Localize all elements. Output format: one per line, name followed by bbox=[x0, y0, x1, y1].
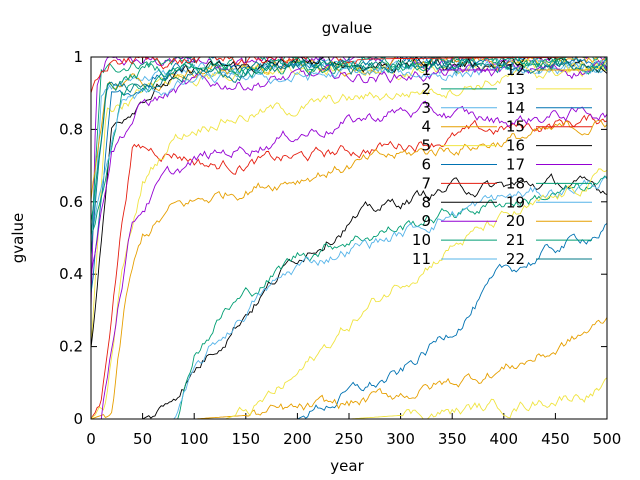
chart-title: gvalue bbox=[322, 19, 373, 37]
legend-label-21: 21 bbox=[506, 231, 525, 249]
legend-label-16: 16 bbox=[506, 137, 525, 155]
x-axis-label: year bbox=[330, 457, 364, 475]
series-line-12 bbox=[90, 119, 608, 420]
legend-label-11: 11 bbox=[412, 250, 431, 268]
x-tick-label: 450 bbox=[541, 430, 570, 448]
legend-label-5: 5 bbox=[421, 137, 431, 155]
legend-label-6: 6 bbox=[421, 156, 431, 174]
x-tick-label: 150 bbox=[231, 430, 260, 448]
y-tick-label: 0.4 bbox=[59, 265, 83, 283]
legend-label-9: 9 bbox=[421, 212, 431, 230]
unlabeled-line-22 bbox=[91, 168, 608, 420]
y-tick-label: 0.8 bbox=[59, 120, 83, 138]
legend-label-12: 12 bbox=[506, 61, 525, 79]
series-line-13 bbox=[90, 59, 608, 420]
legend-label-2: 2 bbox=[421, 80, 431, 98]
series-line-11 bbox=[90, 58, 608, 242]
legend-label-1: 1 bbox=[421, 61, 431, 79]
series-line-3 bbox=[90, 56, 608, 258]
x-tick-label: 300 bbox=[386, 430, 415, 448]
x-tick-label: 400 bbox=[489, 430, 518, 448]
x-tick-label: 100 bbox=[180, 430, 209, 448]
legend-label-18: 18 bbox=[506, 174, 525, 192]
legend-label-10: 10 bbox=[412, 231, 431, 249]
x-tick-label: 250 bbox=[335, 430, 364, 448]
y-tick-label: 0.2 bbox=[59, 338, 83, 356]
series-line-15 bbox=[90, 56, 607, 94]
series-line-19 bbox=[91, 175, 608, 420]
legend-label-14: 14 bbox=[506, 99, 525, 117]
legend-label-13: 13 bbox=[506, 80, 525, 98]
legend-label-19: 19 bbox=[506, 193, 525, 211]
legend-label-8: 8 bbox=[421, 193, 431, 211]
y-tick-label: 0.6 bbox=[59, 193, 83, 211]
y-tick-label: 0 bbox=[73, 410, 83, 428]
series-lines bbox=[90, 55, 608, 420]
legend-label-17: 17 bbox=[506, 156, 525, 174]
x-tick-label: 50 bbox=[133, 430, 152, 448]
series-line-6 bbox=[90, 55, 608, 294]
legend-label-4: 4 bbox=[421, 118, 431, 136]
x-tick-label: 500 bbox=[593, 430, 622, 448]
series-line-22 bbox=[90, 58, 608, 256]
x-tick-label: 200 bbox=[283, 430, 312, 448]
series-line-17 bbox=[91, 100, 608, 420]
plot-frame bbox=[90, 56, 608, 420]
legend-label-3: 3 bbox=[421, 99, 431, 117]
legend-label-15: 15 bbox=[506, 118, 525, 136]
series-line-21 bbox=[90, 56, 608, 223]
series-line-18 bbox=[91, 175, 608, 420]
x-tick-label: 0 bbox=[86, 430, 96, 448]
unlabeled-line-23 bbox=[91, 377, 608, 420]
series-line-16 bbox=[91, 173, 608, 420]
x-tick-label: 350 bbox=[438, 430, 467, 448]
series-line-7 bbox=[90, 113, 608, 420]
y-tick-label: 1 bbox=[73, 48, 83, 66]
legend-label-22: 22 bbox=[506, 250, 525, 268]
series-line-20 bbox=[91, 317, 608, 420]
series-line-9 bbox=[90, 59, 608, 277]
legend-label-20: 20 bbox=[506, 212, 525, 230]
axis-ticks: 0 50 100 150 200 250 300 350 400 450 500 0 0.2 0.4 0.6… bbox=[59, 48, 621, 448]
y-axis-label: gvalue bbox=[9, 213, 27, 264]
legend-label-7: 7 bbox=[421, 174, 431, 192]
